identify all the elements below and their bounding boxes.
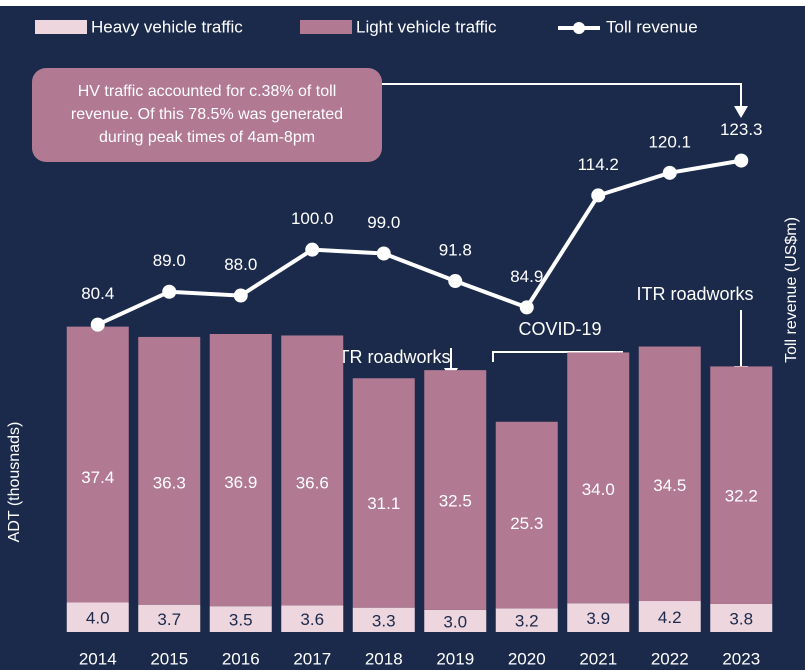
callout-text: HV traffic accounted for c.38% of toll [78,83,337,100]
bar-segment [567,603,630,632]
value-label: 114.2 [578,155,619,174]
x-tick-label: 2019 [436,649,474,668]
value-label: 34.5 [653,476,686,495]
value-label: 3.5 [229,611,253,630]
value-label: 4.2 [658,608,682,627]
line-marker [376,246,391,261]
bar-segment [138,604,201,632]
x-tick-label: 2015 [150,649,188,668]
bar-segment [352,378,415,608]
x-tick-label: 2017 [293,649,331,668]
line-marker [734,153,749,168]
bar-segment [352,607,415,632]
value-label: 31.1 [367,494,400,513]
value-label: 3.2 [515,612,539,631]
line-marker [662,165,677,180]
line-marker [305,242,320,257]
value-label: 84.9 [510,267,543,286]
callout-box [32,68,382,162]
line-marker [519,300,534,315]
value-label: 3.7 [157,610,181,629]
line-marker [591,188,606,203]
line-marker [448,274,463,289]
value-label: 32.5 [439,491,472,510]
value-label: 100.0 [291,209,334,228]
bar-segment [66,602,129,632]
value-label: 3.0 [443,612,467,631]
bar-segment [281,605,344,632]
line [96,158,742,327]
line-marker [233,288,248,303]
bar-segment [710,366,773,604]
value-label: 120.1 [648,132,691,151]
arrow-head [734,106,748,118]
value-label: 34.0 [582,480,615,499]
value-label: 3.3 [372,611,396,630]
value-label: 4.0 [86,609,110,628]
line-marker [90,317,105,332]
value-label: 99.0 [367,213,400,232]
bar-segment [209,606,272,632]
callout-text: revenue. Of this 78.5% was generated [71,106,343,123]
bar-segment [138,336,201,605]
value-label: 3.6 [300,610,324,629]
legend-marker [573,22,585,34]
bar-segment [495,421,558,609]
bar-segment [638,346,701,602]
callout-text: during peak times of 4am-8pm [99,129,315,146]
bar-segment [710,603,773,632]
line-marker [162,284,177,299]
value-label: 3.9 [586,609,610,628]
y-axis-title: ADT (thousnads) [6,422,23,543]
value-label: 32.2 [725,487,758,506]
value-label: 36.6 [296,473,329,492]
annotation: ITR roadworks [636,284,753,304]
bar-segment [567,352,630,604]
x-tick-label: 2021 [579,649,617,668]
legend-label: Toll revenue [606,17,698,36]
legend-label: Light vehicle traffic [356,17,497,36]
bar-segment [495,608,558,632]
x-tick-label: 2018 [365,649,403,668]
legend-swatch [300,20,352,34]
y2-axis-title: Toll revenue (US$m) [783,217,800,363]
bar-segment [424,370,487,610]
annotation: ITR roadworks [333,347,450,367]
x-tick-label: 2023 [722,649,760,668]
x-tick-label: 2016 [222,649,260,668]
value-label: 123.3 [720,120,763,139]
bar-segment [638,601,701,632]
value-label: 3.8 [729,609,753,628]
bar-segment [281,335,344,606]
legend-label: Heavy vehicle traffic [91,17,243,36]
top-rule [0,0,805,6]
x-tick-label: 2014 [79,649,117,668]
annotation: COVID-19 [518,319,601,339]
value-label: 91.8 [439,241,472,260]
value-label: 25.3 [510,514,543,533]
value-label: 36.3 [153,474,186,493]
bar-segment [209,333,272,607]
value-label: 37.4 [81,468,114,487]
legend-swatch [35,20,87,34]
bar-segment [424,609,487,632]
bar-segment [66,326,129,603]
value-label: 80.4 [81,284,114,303]
value-label: 88.0 [224,255,257,274]
x-tick-label: 2020 [508,649,546,668]
callout-connector [382,83,742,112]
value-label: 36.9 [224,473,257,492]
x-tick-label: 2022 [651,649,689,668]
value-label: 89.0 [153,251,186,270]
